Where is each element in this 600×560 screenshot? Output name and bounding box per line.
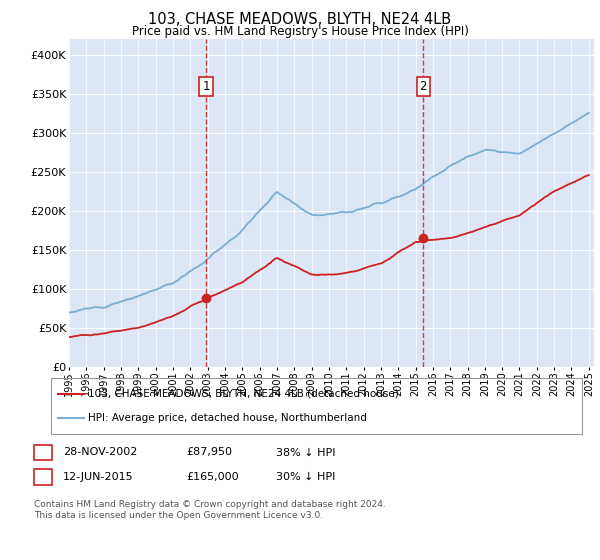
Text: 1: 1 [39, 447, 46, 458]
Text: 103, CHASE MEADOWS, BLYTH, NE24 4LB (detached house): 103, CHASE MEADOWS, BLYTH, NE24 4LB (det… [88, 389, 399, 399]
Text: 1: 1 [202, 80, 210, 93]
Text: HPI: Average price, detached house, Northumberland: HPI: Average price, detached house, Nort… [88, 413, 367, 423]
Text: Contains HM Land Registry data © Crown copyright and database right 2024.: Contains HM Land Registry data © Crown c… [34, 500, 386, 508]
Text: 12-JUN-2015: 12-JUN-2015 [63, 472, 134, 482]
Text: This data is licensed under the Open Government Licence v3.0.: This data is licensed under the Open Gov… [34, 511, 323, 520]
Text: 38% ↓ HPI: 38% ↓ HPI [276, 447, 335, 458]
Text: £165,000: £165,000 [186, 472, 239, 482]
Text: 2: 2 [39, 472, 46, 482]
Text: £87,950: £87,950 [186, 447, 232, 458]
Text: 2: 2 [419, 80, 427, 93]
Text: Price paid vs. HM Land Registry's House Price Index (HPI): Price paid vs. HM Land Registry's House … [131, 25, 469, 38]
Text: 103, CHASE MEADOWS, BLYTH, NE24 4LB: 103, CHASE MEADOWS, BLYTH, NE24 4LB [148, 12, 452, 27]
Text: 30% ↓ HPI: 30% ↓ HPI [276, 472, 335, 482]
Text: 28-NOV-2002: 28-NOV-2002 [63, 447, 137, 458]
